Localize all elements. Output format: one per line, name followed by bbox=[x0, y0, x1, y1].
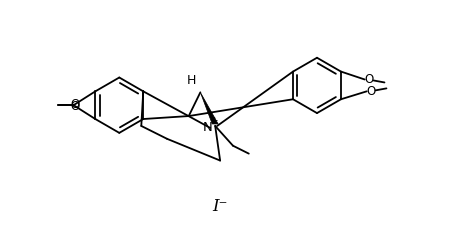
Text: O: O bbox=[70, 100, 79, 113]
Text: N: N bbox=[202, 121, 212, 134]
Text: H: H bbox=[187, 74, 196, 87]
Text: O: O bbox=[70, 98, 79, 111]
Text: I⁻: I⁻ bbox=[213, 197, 228, 214]
Text: +: + bbox=[210, 115, 218, 125]
Text: O: O bbox=[366, 85, 375, 98]
Polygon shape bbox=[201, 92, 218, 124]
Text: O: O bbox=[364, 73, 373, 86]
